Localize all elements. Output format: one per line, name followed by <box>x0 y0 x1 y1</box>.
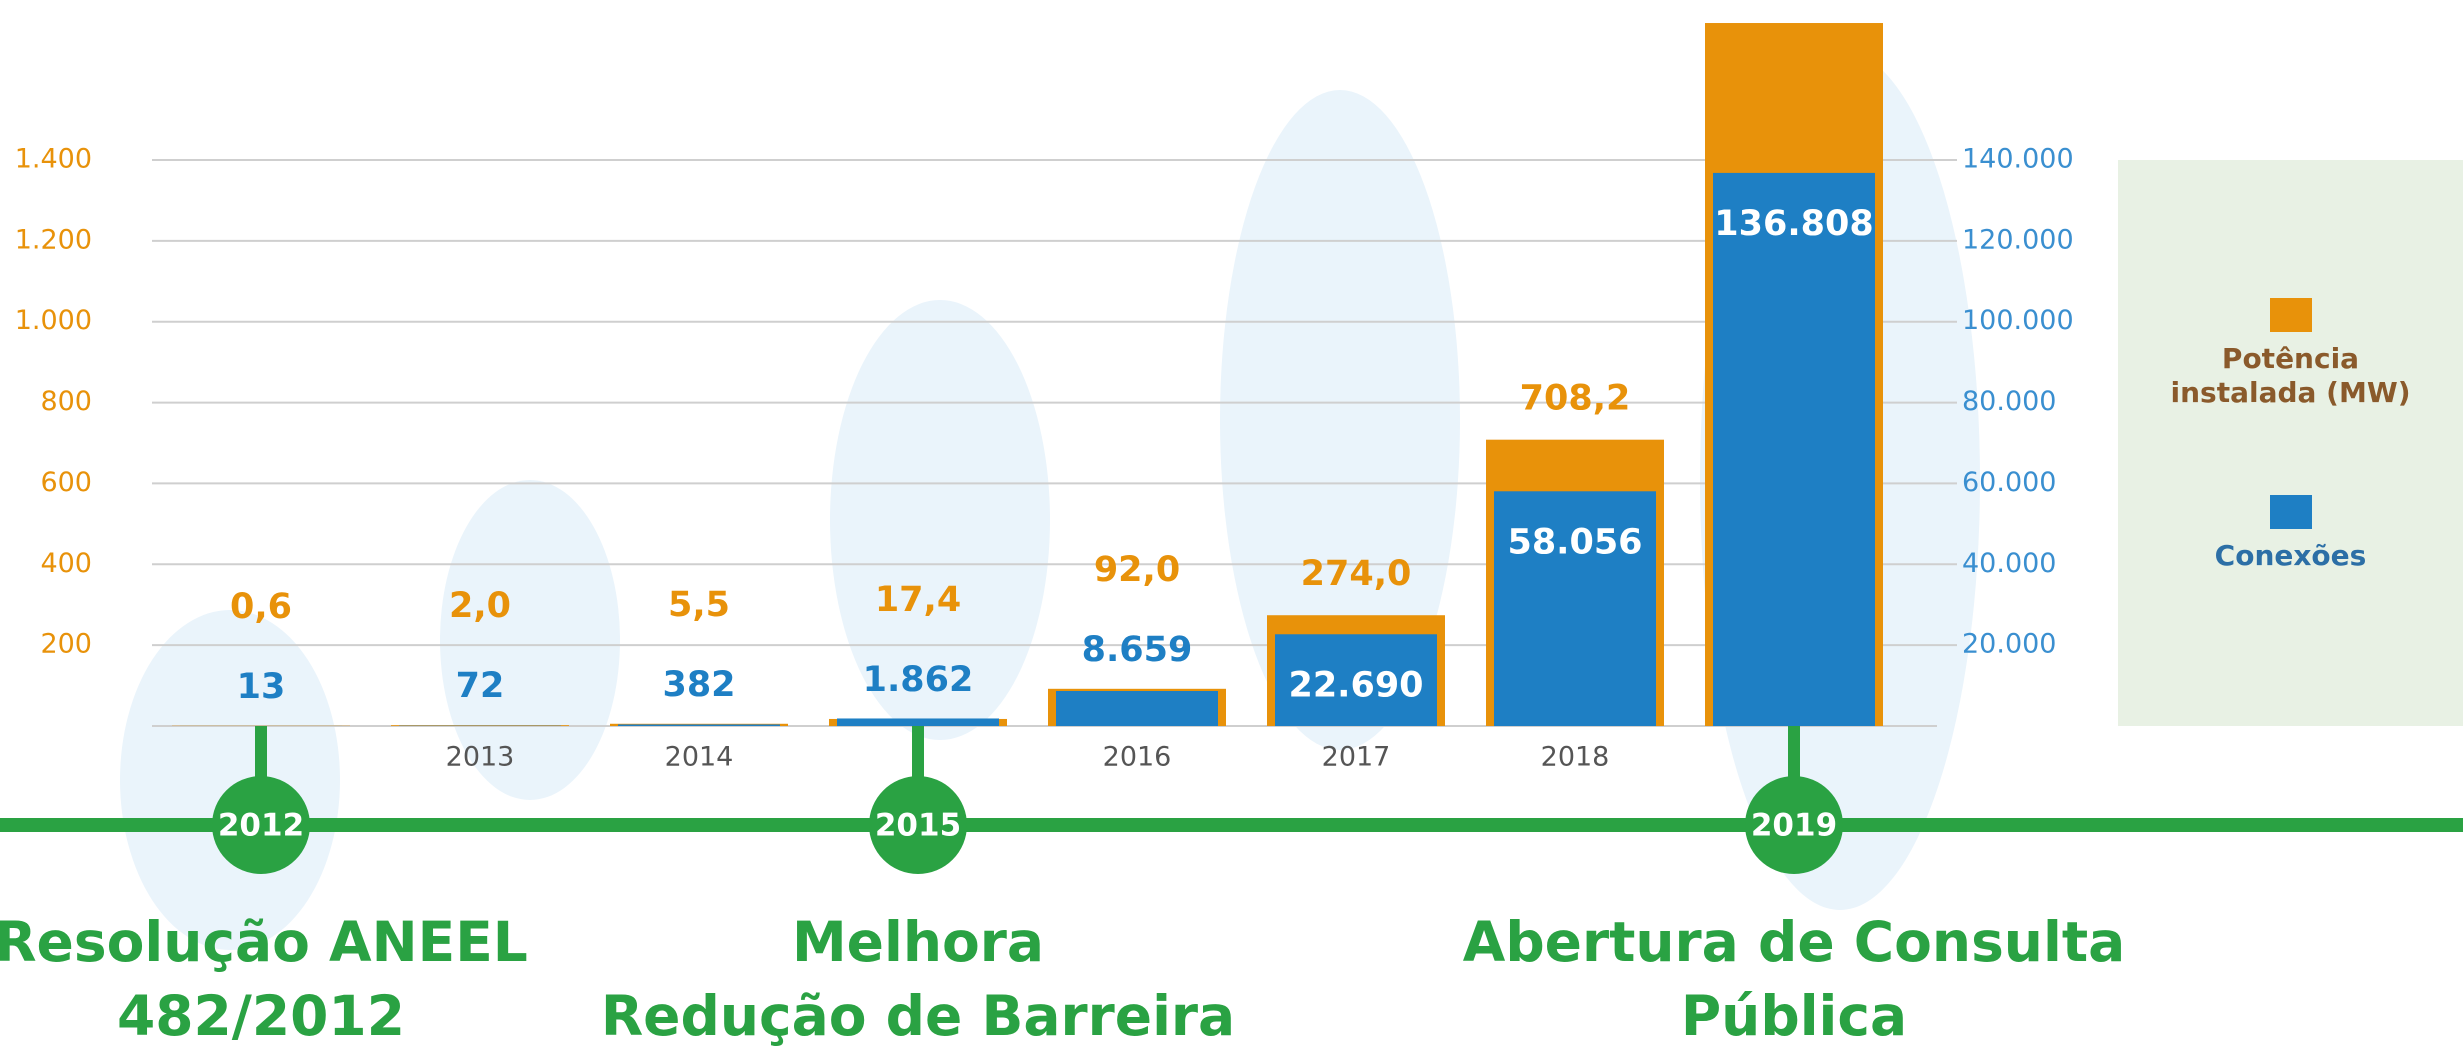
legend-label: Conexões <box>2118 539 2463 573</box>
value-label: 13 <box>237 667 286 707</box>
legend-item: Conexões <box>2118 495 2463 573</box>
value-label: 22.690 <box>1288 665 1423 705</box>
value-label: 8.659 <box>1082 630 1193 670</box>
y-tick-label: 800 <box>40 386 92 417</box>
value-label: 708,2 <box>1520 379 1631 419</box>
y2-tick-label: 140.000 <box>1962 144 2074 175</box>
legend-swatch <box>2270 298 2312 332</box>
value-label: 1.738,8 <box>1720 0 1868 2</box>
x-tick-label: 2018 <box>1541 742 1610 773</box>
milestone-caption: Resolução ANEEL <box>0 910 528 974</box>
milestone-year: 2012 <box>218 808 304 844</box>
y-tick-label: 600 <box>40 467 92 498</box>
bar-conexoes <box>1713 173 1875 726</box>
y2-tick-label: 60.000 <box>1962 467 2056 498</box>
value-label: 0,6 <box>230 587 292 627</box>
bar-conexoes <box>618 724 780 726</box>
page: 200 400 600 800 1.000 1.200 1.400 20.000 40.000 6… <box>0 0 2463 1049</box>
y2-tick-label: 40.000 <box>1962 548 2056 579</box>
legend-swatch <box>2270 495 2312 529</box>
x-tick-label: 2014 <box>665 742 734 773</box>
value-label: 2,0 <box>449 586 511 626</box>
legend-label: Potência instalada (MW) <box>2118 342 2463 410</box>
background-silhouettes <box>120 50 1980 950</box>
milestone-caption: Abertura de Consulta <box>1463 910 2125 974</box>
y-tick-label: 1.400 <box>15 144 92 175</box>
milestone-caption: Melhora <box>792 910 1044 974</box>
value-label: 1.862 <box>863 660 974 700</box>
milestone-caption: Redução de Barreira <box>601 984 1235 1048</box>
value-label: 274,0 <box>1301 554 1412 594</box>
legend: Potência instalada (MW) Conexões <box>2118 160 2463 726</box>
y-tick-label: 200 <box>40 629 92 660</box>
milestone-caption: Pública <box>1681 984 1907 1048</box>
value-label: 5,5 <box>668 585 730 625</box>
value-label: 92,0 <box>1094 550 1180 590</box>
milestone-year: 2015 <box>875 808 961 844</box>
value-label: 17,4 <box>875 580 961 620</box>
x-tick-label: 2017 <box>1322 742 1391 773</box>
legend-item: Potência instalada (MW) <box>2118 298 2463 410</box>
chart: 200 400 600 800 1.000 1.200 1.400 20.000 40.000 6… <box>0 0 2463 1049</box>
bar-conexoes <box>1056 691 1218 726</box>
x-tick-label: 2013 <box>446 742 515 773</box>
y-tick-label: 1.200 <box>15 224 92 255</box>
y2-tick-label: 80.000 <box>1962 386 2056 417</box>
y2-tick-label: 100.000 <box>1962 305 2074 336</box>
bar-conexoes <box>837 718 999 726</box>
value-label: 72 <box>456 666 505 706</box>
y2-tick-label: 120.000 <box>1962 224 2074 255</box>
value-label: 382 <box>662 665 735 705</box>
milestone-caption: 482/2012 <box>117 984 405 1048</box>
value-label: 136.808 <box>1714 204 1873 244</box>
y2-tick-label: 20.000 <box>1962 629 2056 660</box>
value-label: 58.056 <box>1507 522 1642 562</box>
milestone-year: 2019 <box>1751 808 1837 844</box>
y-tick-label: 1.000 <box>15 305 92 336</box>
y-tick-label: 400 <box>40 548 92 579</box>
x-tick-label: 2016 <box>1103 742 1172 773</box>
